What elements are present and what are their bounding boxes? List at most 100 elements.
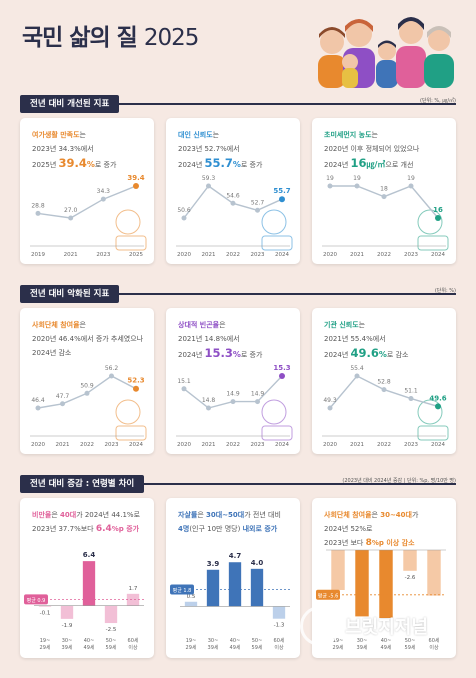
text-segment: 은 (219, 321, 226, 329)
data-label: 56.2 (105, 365, 119, 372)
data-label: 55.7 (273, 187, 290, 195)
x-tick-label: 2024 (129, 442, 143, 448)
title-year: 2025 (143, 25, 200, 51)
text-segment: 은 (197, 511, 206, 519)
average-badge (24, 594, 48, 605)
indicator-name: 4명 (178, 525, 190, 533)
data-point (60, 401, 65, 407)
x-tick-label: 30~ (208, 638, 219, 644)
data-label: 55.4 (350, 365, 364, 372)
key-value: 55.7 (204, 156, 233, 170)
text-segment: 2021년 55.4%에서 (324, 335, 386, 343)
data-label: 39.4 (127, 174, 144, 182)
data-point (255, 207, 260, 213)
card-description: 자살률은 30대~50대가 전년 대비 4명(인구 10만 명당) 내외로 증가 (178, 508, 281, 536)
x-tick-label: 39세 (357, 644, 368, 651)
key-value: 15.3 (204, 346, 233, 360)
text-segment: 2024년 (178, 351, 205, 359)
data-label: -2.6 (405, 575, 416, 581)
key-unit: ㎍/㎥ (366, 160, 386, 169)
x-tick-label: 2022 (226, 252, 240, 258)
x-tick-label: 59세 (106, 644, 117, 651)
card-obesity: 비만율은 40대가 2024년 44.1%로 2023년 37.7%보다 6.4%… (20, 498, 154, 658)
page-title: 국민 삶의 질 2025 (22, 18, 200, 52)
data-label: 59.3 (202, 175, 216, 182)
data-point (133, 183, 139, 189)
key-value: 39.4 (58, 156, 87, 170)
unit-note: (2023년 대비 2024년 증감 | 단위: %p, 명/10만 명) (342, 478, 456, 484)
text-segment: 2024년 (178, 161, 205, 169)
chart-svg: -0.1 19~29세 -1.9 30~39세 6.4 40~49세 -2.5 50~59세 1… (24, 551, 144, 651)
text-segment: 로 감소 (386, 351, 409, 359)
x-tick-label: 19~ (333, 638, 344, 644)
x-tick-label: 59세 (252, 644, 263, 651)
text-segment: 가 (412, 511, 419, 519)
average-badge (316, 589, 340, 600)
bar (126, 593, 140, 606)
text-segment: 2021년 14.8%에서 (178, 335, 240, 343)
x-tick-label: 2021 (56, 442, 70, 448)
x-tick-label: 60세 (429, 637, 440, 644)
data-point (84, 390, 90, 396)
card-description: 비만율은 40대가 2024년 44.1%로 2023년 37.7%보다 6.4%… (32, 508, 140, 536)
key-phrase: %p 증가 (111, 525, 140, 533)
text-segment: 은 (371, 511, 381, 519)
data-point (435, 215, 441, 221)
data-point (408, 183, 414, 189)
card-suicide: 자살률은 30대~50대가 전년 대비 4명(인구 10만 명당) 내외로 증가 0… (166, 498, 300, 658)
data-label: 0.5 (187, 594, 196, 600)
x-tick-label: 40~ (84, 638, 95, 644)
indicator-name: 30~40대 (380, 511, 412, 519)
text-segment: 2024년 (324, 351, 351, 359)
data-point (206, 405, 211, 411)
indicator-name: 사회단체 참여율 (324, 511, 372, 519)
x-tick-label: 19~ (40, 638, 51, 644)
x-tick-label: 2023 (251, 442, 265, 448)
x-tick-label: 2025 (129, 252, 143, 258)
x-tick-label: 2022 (377, 252, 391, 258)
chart-svg: 49.3 55.4 52.8 51.1 49.6 2020 2021 2022 2023 2024 (322, 365, 449, 448)
x-tick-label: 2024 (275, 252, 289, 258)
data-label: 19 (407, 175, 415, 182)
data-label: 47.7 (56, 393, 70, 400)
chart-svg: 46.4 47.7 50.9 56.2 52.3 2020 2021 2022 2023 2024 (30, 365, 147, 448)
bar (427, 550, 441, 596)
card-description: 여가생활 만족도는 2023년 34.3%에서 2025년 39.4%로 증가 (32, 128, 116, 172)
x-tick-label: 2020 (31, 442, 45, 448)
chart-svg: 50.6 59.3 54.6 52.7 55.7 2020 2021 2022 2023 2024 (176, 175, 293, 258)
x-tick-label: 30~ (62, 638, 73, 644)
x-tick-label: 2021 (64, 252, 78, 258)
data-point (255, 399, 260, 405)
x-tick-label: 2022 (80, 442, 94, 448)
bar (331, 550, 345, 590)
data-label: 19 (326, 175, 334, 182)
bar (355, 550, 369, 617)
data-point (327, 183, 333, 189)
data-label: -8.5 (378, 620, 393, 628)
chart-svg: 28.8 27.0 34.3 39.4 2019 2021 2023 2025 (30, 174, 147, 258)
text-segment: 는 (358, 321, 366, 329)
indicator-name: 기관 신뢰도 (324, 321, 359, 329)
x-tick-label: 30~ (357, 638, 368, 644)
data-label: 28.8 (31, 202, 45, 209)
text-segment: (인구 10만 명당) (189, 525, 243, 533)
x-tick-label: 49세 (381, 644, 392, 651)
data-label: 46.4 (31, 397, 45, 404)
data-point (109, 373, 114, 379)
indicator-name: 상대적 빈곤율 (178, 321, 220, 329)
card-illustration (115, 209, 147, 251)
data-point (408, 396, 414, 402)
data-label: 1.7 (129, 586, 138, 592)
text-segment: 으로 개선 (385, 161, 414, 169)
bar (38, 605, 52, 607)
bar (403, 550, 417, 571)
key-unit: % (232, 350, 241, 359)
text-segment: 가 2024년 44.1%로 (76, 511, 141, 519)
card-illustration (417, 209, 449, 251)
card-illustration (115, 399, 147, 441)
card-trust_gov: 대인 신뢰도는 2023년 52.7%에서 2024년 55.7%로 증가 50.6 5… (166, 118, 300, 264)
x-tick-label: 49세 (84, 644, 95, 651)
data-point (327, 405, 333, 411)
card-description: 대인 신뢰도는 2023년 52.7%에서 2024년 55.7%로 증가 (178, 128, 262, 172)
bar (104, 605, 118, 624)
